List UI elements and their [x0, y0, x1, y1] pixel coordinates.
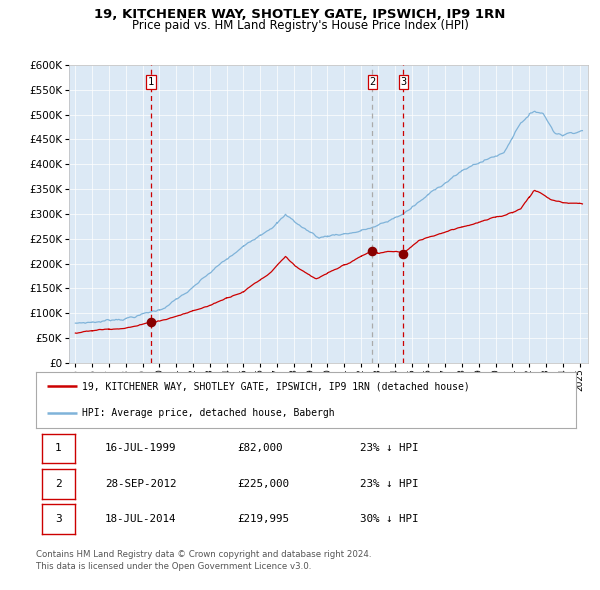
Text: 1: 1: [148, 77, 154, 87]
Text: Price paid vs. HM Land Registry's House Price Index (HPI): Price paid vs. HM Land Registry's House …: [131, 19, 469, 32]
Text: 19, KITCHENER WAY, SHOTLEY GATE, IPSWICH, IP9 1RN (detached house): 19, KITCHENER WAY, SHOTLEY GATE, IPSWICH…: [82, 381, 470, 391]
Text: 2: 2: [55, 479, 62, 489]
Text: £219,995: £219,995: [237, 514, 289, 524]
Text: 3: 3: [400, 77, 406, 87]
FancyBboxPatch shape: [146, 75, 155, 88]
Text: 2: 2: [369, 77, 376, 87]
Point: [368, 247, 377, 256]
Text: 23% ↓ HPI: 23% ↓ HPI: [360, 479, 419, 489]
Text: 18-JUL-2014: 18-JUL-2014: [105, 514, 176, 524]
Text: £82,000: £82,000: [237, 444, 283, 453]
Point: [146, 317, 156, 327]
Text: This data is licensed under the Open Government Licence v3.0.: This data is licensed under the Open Gov…: [36, 562, 311, 571]
Text: 30% ↓ HPI: 30% ↓ HPI: [360, 514, 419, 524]
Text: 23% ↓ HPI: 23% ↓ HPI: [360, 444, 419, 453]
Text: 19, KITCHENER WAY, SHOTLEY GATE, IPSWICH, IP9 1RN: 19, KITCHENER WAY, SHOTLEY GATE, IPSWICH…: [94, 8, 506, 21]
Text: 28-SEP-2012: 28-SEP-2012: [105, 479, 176, 489]
Point: [398, 249, 408, 258]
Text: £225,000: £225,000: [237, 479, 289, 489]
Text: Contains HM Land Registry data © Crown copyright and database right 2024.: Contains HM Land Registry data © Crown c…: [36, 550, 371, 559]
FancyBboxPatch shape: [398, 75, 408, 88]
Text: 3: 3: [55, 514, 62, 524]
Text: 1: 1: [55, 444, 62, 453]
FancyBboxPatch shape: [368, 75, 377, 88]
Text: 16-JUL-1999: 16-JUL-1999: [105, 444, 176, 453]
Text: HPI: Average price, detached house, Babergh: HPI: Average price, detached house, Babe…: [82, 408, 335, 418]
